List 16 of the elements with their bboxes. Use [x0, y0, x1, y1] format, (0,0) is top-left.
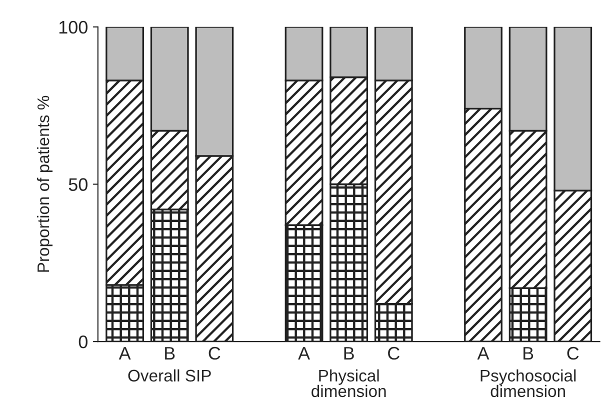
y-tick-label: 0	[78, 335, 88, 348]
y-tick-label: 50	[68, 178, 88, 191]
x-tick-label: C	[208, 346, 220, 360]
x-tick-label: C	[388, 346, 400, 360]
x-tick-label: A	[477, 347, 490, 360]
text: Physical dimension	[312, 369, 386, 398]
x-tick-label: A	[298, 347, 310, 360]
x-tick-label: B	[524, 347, 534, 360]
y-axis-title: Proportion of patients %	[36, 96, 53, 272]
x-tick-label: A	[118, 347, 131, 360]
x-tick-label: B	[344, 347, 354, 360]
text: Psychosocial dimension	[480, 369, 576, 398]
x-tick-label: B	[165, 347, 175, 360]
text: Overall SIP	[128, 369, 211, 382]
y-tick-label: 100	[59, 20, 88, 34]
x-tick-label: C	[567, 346, 579, 360]
